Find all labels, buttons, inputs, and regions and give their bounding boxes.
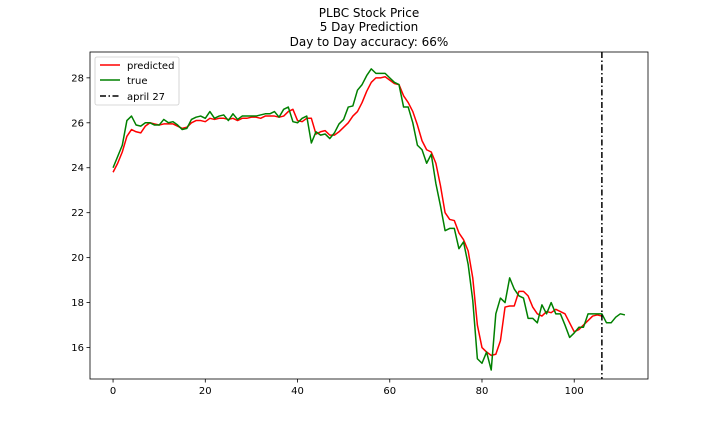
legend-box <box>94 56 180 106</box>
legend: predicted true april 27 <box>94 56 180 106</box>
legend-label-april-27: april 27 <box>127 92 165 103</box>
x-tick-label: 100 <box>565 386 584 397</box>
y-tick-label: 22 <box>71 208 84 219</box>
chart-title-line-2: 5 Day Prediction <box>320 20 419 34</box>
series-line-predicted <box>112 75 603 357</box>
x-tick-label: 40 <box>291 386 304 397</box>
series-line-true <box>112 68 626 371</box>
x-tick-label: 60 <box>383 386 396 397</box>
x-tick-label: 0 <box>110 386 116 397</box>
y-tick-label: 28 <box>71 73 84 84</box>
y-tick-label: 16 <box>71 343 84 354</box>
y-tick-label: 20 <box>71 253 84 264</box>
chart-title: PLBC Stock Price 5 Day Prediction Day to… <box>290 6 449 49</box>
x-tick-label: 80 <box>476 386 489 397</box>
x-tick-label: 20 <box>199 386 212 397</box>
plot-frame <box>89 51 649 380</box>
y-tick-label: 24 <box>71 163 84 174</box>
chart-title-line-3: Day to Day accuracy: 66% <box>290 35 449 49</box>
y-tick-label: 18 <box>71 298 84 309</box>
axis-ticks: 0 20 40 60 80 100 16 18 20 22 24 26 28 <box>71 73 583 397</box>
series-layer <box>112 52 626 379</box>
chart-title-line-1: PLBC Stock Price <box>319 6 419 20</box>
legend-label-true: true <box>127 76 148 87</box>
y-tick-label: 26 <box>71 118 84 129</box>
legend-label-predicted: predicted <box>127 61 174 72</box>
